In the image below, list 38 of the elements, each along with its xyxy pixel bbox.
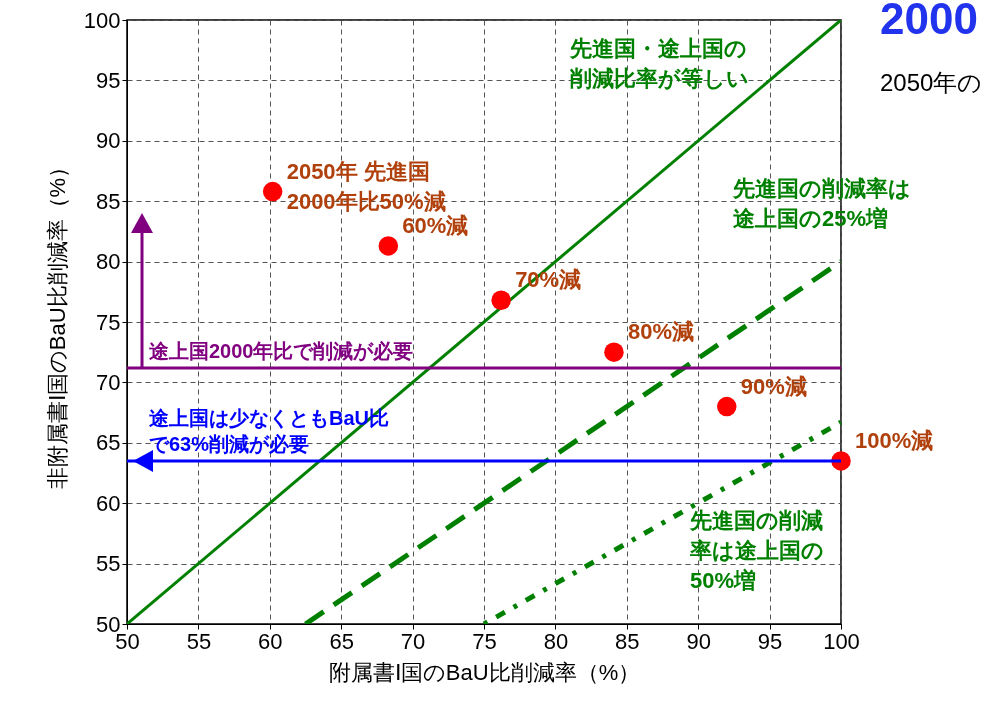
annotation: 100%減	[855, 427, 934, 453]
x-axis-title: 附属書Ⅰ国のBaU比削減率（%）	[328, 659, 641, 685]
x-tick-label: 80	[543, 628, 569, 654]
text: 2000	[880, 0, 978, 43]
y-axis-title: 非附属書Ⅰ国のBaU比削減率（%）	[44, 155, 70, 490]
x-tick-label: 95	[757, 628, 783, 654]
point	[262, 181, 283, 202]
y-tick-label: 60	[96, 490, 121, 516]
y-tick-label: 55	[96, 551, 121, 577]
point	[717, 396, 737, 417]
point	[604, 342, 624, 362]
annotation: 先進国・途上国の削減比率が等しい	[570, 35, 750, 93]
y-tick-label: 75	[96, 309, 121, 335]
x-tick-label: 65	[329, 628, 354, 654]
y-tick-label: 85	[96, 188, 121, 214]
y-tick-label: 95	[96, 67, 121, 93]
ref-line-label: 途上国は少なくともBaU比で63%削減が必要	[149, 406, 390, 455]
annotation: 先進国の削減率は途上国の50%増	[690, 507, 825, 595]
y-tick-label: 70	[96, 369, 121, 395]
x-tick-label: 100	[823, 628, 860, 654]
point	[378, 236, 399, 256]
annotation: 90%減	[740, 373, 807, 399]
x-tick-label: 85	[615, 628, 640, 654]
text: 2050年の	[880, 68, 983, 98]
point	[491, 290, 511, 310]
y-tick-label: 65	[96, 430, 121, 456]
ref-line-label: 途上国2000年比で削減が必要	[149, 339, 414, 362]
y-tick-label: 100	[83, 7, 121, 33]
x-tick-label: 90	[686, 628, 711, 654]
x-tick-label: 55	[186, 628, 212, 654]
x-tick-label: 70	[400, 628, 426, 654]
annotation: 60%減	[402, 212, 469, 238]
y-tick-label: 90	[96, 128, 121, 154]
x-tick-label: 60	[258, 628, 283, 654]
annotation: 80%減	[627, 319, 694, 345]
x-tick-label: 75	[472, 628, 497, 654]
y-tick-label: 80	[96, 249, 121, 275]
annotation: 2050年 先進国 2000年比50%減	[286, 158, 446, 214]
